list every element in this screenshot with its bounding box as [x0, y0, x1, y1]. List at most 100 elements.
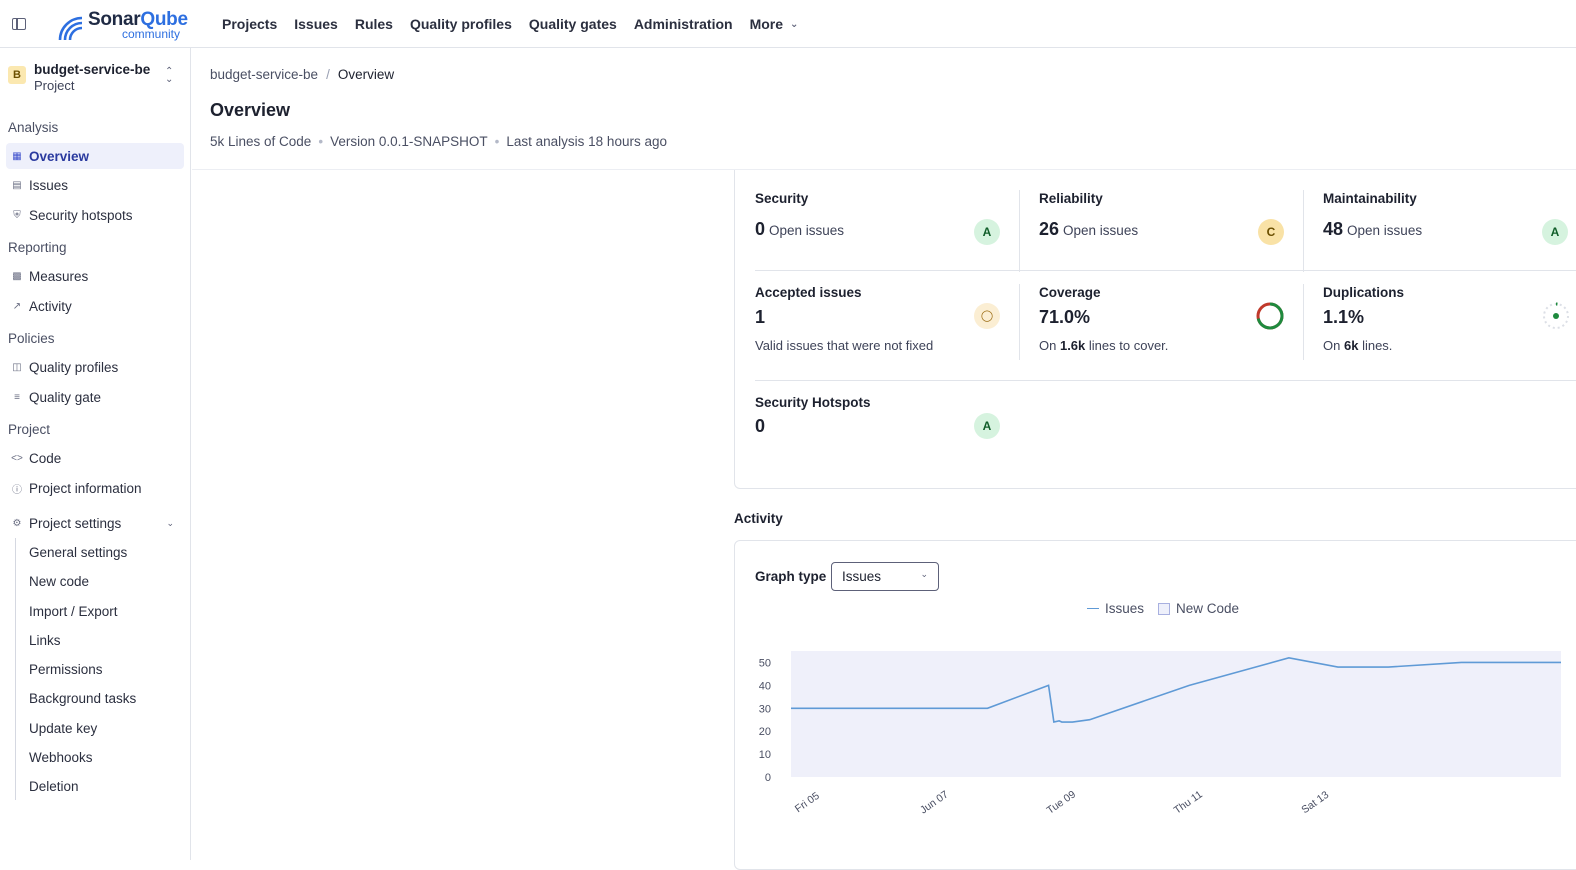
maintainability-open-issues[interactable]: 48 Open issues [1323, 219, 1422, 240]
gear-icon: ⚙ [12, 517, 22, 529]
settings-update-key[interactable]: Update key [29, 721, 98, 736]
settings-webhooks[interactable]: Webhooks [29, 750, 93, 765]
nav-rules[interactable]: Rules [354, 16, 393, 32]
divider [755, 380, 1576, 381]
nav-projects[interactable]: Projects [222, 16, 278, 32]
measures-icon: ▩ [12, 270, 22, 282]
chevron-down-icon: ⌄ [920, 569, 928, 579]
trend-icon: ↗ [12, 300, 22, 312]
y-tick-label: 20 [759, 726, 771, 738]
settings-import-export[interactable]: Import / Export [29, 604, 118, 619]
settings-general[interactable]: General settings [29, 545, 128, 560]
section-policies: Policies [8, 331, 55, 346]
gate-icon: ≡ [14, 391, 20, 403]
page-title: Overview [210, 100, 291, 120]
nav-administration[interactable]: Administration [633, 16, 733, 32]
settings-links[interactable]: Links [29, 633, 61, 648]
security-grade-badge: A [974, 219, 1000, 245]
breadcrumb-current: Overview [337, 67, 395, 82]
divider [1303, 190, 1304, 272]
breadcrumb-project[interactable]: budget-service-be [210, 67, 319, 82]
breadcrumb-separator: / [326, 67, 330, 82]
reliability-suffix: Open issues [1063, 223, 1139, 238]
nav-quality-gates[interactable]: Quality gates [528, 16, 617, 32]
reliability-open-issues[interactable]: 26 Open issues [1039, 219, 1138, 240]
divider [1019, 284, 1020, 360]
sidebar-item-security-hotspots[interactable]: ⛨ Security hotspots [6, 202, 184, 228]
coverage-value[interactable]: 71.0% [1039, 307, 1091, 327]
hotspots-value[interactable]: 0 [755, 416, 766, 436]
project-type: Project [34, 78, 75, 93]
graph-type-label: Graph type [755, 569, 827, 584]
settings-deletion[interactable]: Deletion [29, 779, 79, 794]
sidebar-item-code[interactable]: <> Code [6, 445, 184, 471]
legend-new-code[interactable]: New Code [1176, 601, 1240, 616]
accepted-issues-icon: ◯ [974, 303, 1000, 329]
project-meta: 5k Lines of Code • Version 0.0.1-SNAPSHOT •… [210, 134, 667, 149]
sidebar-item-quality-gate[interactable]: ≡ Quality gate [6, 384, 184, 410]
x-tick-label: Sat 13 [1299, 789, 1331, 816]
legend-issues[interactable]: Issues [1105, 601, 1145, 616]
sidebar-item-measures[interactable]: ▩ Measures [6, 263, 184, 289]
x-tick-label: Thu 11 [1172, 788, 1205, 816]
page-header: budget-service-be / Overview Overview 5k L… [192, 49, 1576, 170]
sidebar-item-project-settings[interactable]: ⚙ Project settings ⌄ [6, 510, 184, 536]
duplications-title: Duplications [1323, 285, 1405, 300]
sidebar-item-label: Security hotspots [29, 207, 133, 223]
settings-new-code[interactable]: New code [29, 574, 90, 589]
maintainability-title: Maintainability [1323, 191, 1417, 206]
legend-box-key [1158, 602, 1171, 615]
hotspots-title: Security Hotspots [755, 395, 871, 410]
reliability-grade-badge: C [1258, 219, 1284, 245]
settings-background-tasks[interactable]: Background tasks [29, 691, 137, 706]
project-version: Version 0.0.1-SNAPSHOT [330, 134, 488, 149]
coverage-post: lines to cover. [1088, 338, 1169, 353]
sonarqube-logo[interactable]: SonarQube community [56, 8, 188, 42]
security-open-issues[interactable]: 0 Open issues [755, 219, 844, 240]
section-analysis: Analysis [8, 120, 59, 135]
coverage-lines: 1.6k [1059, 338, 1086, 353]
sidebar-item-activity[interactable]: ↗ Activity [6, 293, 184, 319]
sidebar-item-overview[interactable]: ▦ Overview [6, 143, 184, 169]
sidebar-item-label: Issues [29, 177, 69, 193]
legend-line-key [1087, 607, 1099, 610]
meta-dot: • [318, 134, 324, 149]
breadcrumb: budget-service-be / Overview [210, 67, 394, 82]
duplications-description: On 6k lines. [1323, 338, 1392, 353]
nav-more[interactable]: More ⌄ [750, 16, 799, 32]
new-code-area [791, 651, 1561, 777]
sidebar-item-label: Project information [29, 480, 142, 496]
activity-card: Graph type Issues ⌄ Issues New Code 0 10 2… [734, 540, 1576, 870]
logo-wordmark: SonarQube [88, 9, 188, 30]
sidebar-item-label: Project settings [29, 515, 122, 531]
nav-issues[interactable]: Issues [294, 16, 338, 32]
hotspots-grade-badge: A [974, 413, 1000, 439]
maintainability-suffix: Open issues [1347, 223, 1423, 238]
chevron-down-icon: ⌄ [166, 517, 174, 528]
nav-quality-profiles[interactable]: Quality profiles [409, 16, 512, 32]
sidebar-item-label: Measures [29, 268, 89, 284]
activity-chart: 0 10 20 30 40 50 Fri 05 Jun 07 Tue 09 Thu 11 Sat … [759, 651, 1561, 817]
duplications-pre: On [1323, 338, 1341, 353]
security-suffix: Open issues [769, 223, 845, 238]
coverage-title: Coverage [1039, 285, 1101, 300]
shield-icon: ⛨ [13, 209, 21, 221]
accepted-value[interactable]: 1 [755, 307, 766, 327]
sidebar-item-issues[interactable]: ▤ Issues [6, 172, 184, 198]
divider [1303, 284, 1304, 360]
sidebar-item-project-information[interactable]: ⓘ Project information [6, 475, 184, 501]
sidebar-toggle-icon[interactable] [12, 18, 26, 30]
coverage-donut-icon [1256, 302, 1284, 330]
duplications-value[interactable]: 1.1% [1323, 307, 1365, 327]
logo-edition: community [122, 27, 181, 41]
graph-type-select[interactable]: Issues ⌄ [831, 562, 939, 591]
project-switcher[interactable]: B budget-service-be Project ⌃ ⌄ [8, 62, 184, 93]
sidebar-item-label: Code [29, 450, 62, 466]
settings-permissions[interactable]: Permissions [29, 662, 103, 677]
sidebar-item-label: Quality gate [29, 389, 102, 405]
accepted-title: Accepted issues [755, 285, 862, 300]
series-line-issues[interactable] [791, 657, 1561, 723]
sidebar-item-quality-profiles[interactable]: ◫ Quality profiles [6, 354, 184, 380]
y-tick-label: 0 [765, 772, 771, 784]
profiles-icon: ◫ [12, 361, 22, 373]
